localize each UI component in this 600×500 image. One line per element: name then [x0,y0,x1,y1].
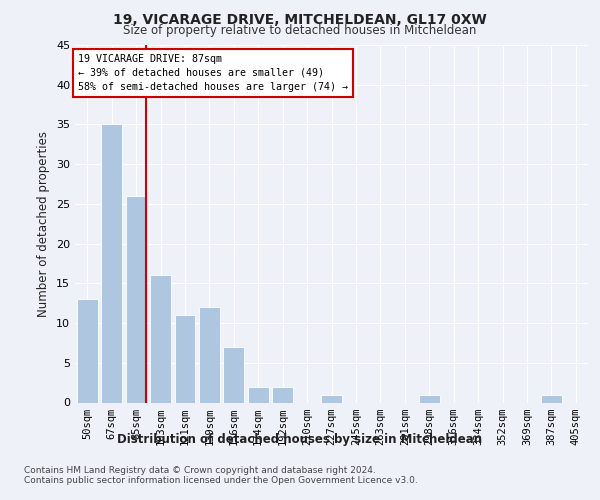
Bar [125,196,146,402]
Text: 19 VICARAGE DRIVE: 87sqm
← 39% of detached houses are smaller (49)
58% of semi-d: 19 VICARAGE DRIVE: 87sqm ← 39% of detach… [77,54,347,92]
Bar [272,386,293,402]
Text: Contains HM Land Registry data © Crown copyright and database right 2024.: Contains HM Land Registry data © Crown c… [24,466,376,475]
Bar [419,394,440,402]
Bar [321,394,342,402]
Text: Size of property relative to detached houses in Mitcheldean: Size of property relative to detached ho… [124,24,476,37]
Y-axis label: Number of detached properties: Number of detached properties [37,130,50,317]
Bar [199,307,220,402]
Bar [541,394,562,402]
Text: 19, VICARAGE DRIVE, MITCHELDEAN, GL17 0XW: 19, VICARAGE DRIVE, MITCHELDEAN, GL17 0X… [113,12,487,26]
Text: Distribution of detached houses by size in Mitcheldean: Distribution of detached houses by size … [118,432,482,446]
Bar [77,299,98,403]
Bar [150,276,171,402]
Bar [248,386,269,402]
Text: Contains public sector information licensed under the Open Government Licence v3: Contains public sector information licen… [24,476,418,485]
Bar [101,124,122,402]
Bar [223,347,244,403]
Bar [175,315,196,402]
